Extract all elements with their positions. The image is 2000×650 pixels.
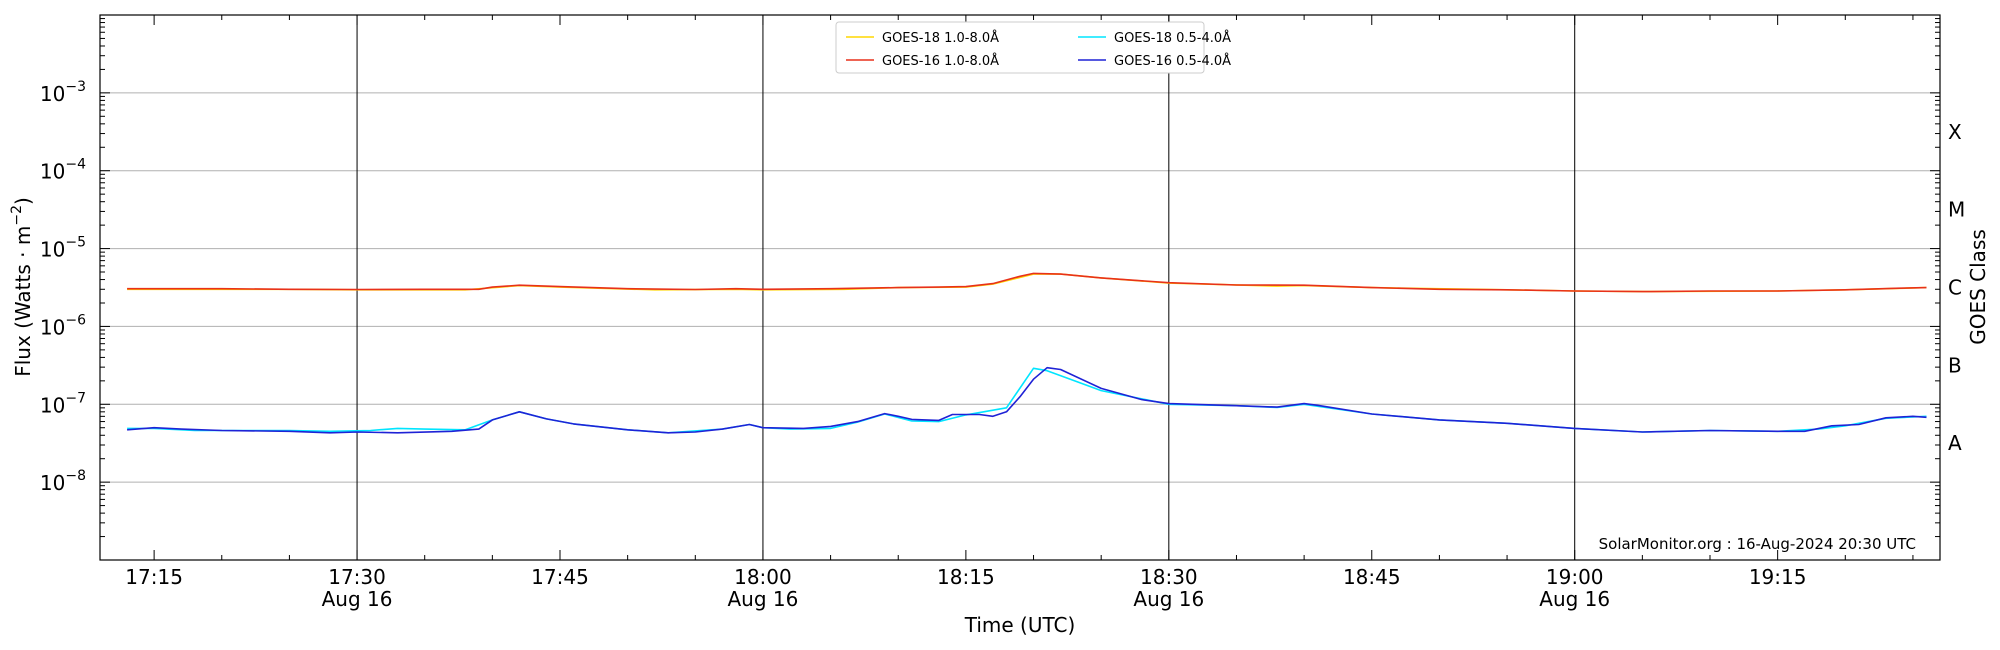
x-tick-label: 18:00 (734, 565, 792, 589)
y-tick-label: 10−5 (40, 235, 86, 262)
legend-box (835, 21, 1205, 74)
legend-label: GOES-18 1.0-8.0Å (882, 30, 999, 46)
series-lines (127, 272, 1927, 434)
x-tick-label: 17:30 (328, 565, 386, 589)
axis-ticks (100, 14, 1940, 561)
y-tick-label: 10−7 (40, 390, 86, 417)
x-tick-label: 18:45 (1343, 565, 1401, 589)
x-tick-date-label: Aug 16 (1539, 587, 1610, 611)
legend-label: GOES-18 0.5-4.0Å (1114, 30, 1231, 46)
x-tick-label: 19:15 (1749, 565, 1807, 589)
x-tick-date-label: Aug 16 (1133, 587, 1204, 611)
goes-class-label: X (1948, 120, 1962, 144)
x-axis-title: Time (UTC) (964, 613, 1076, 637)
goes-class-label: A (1948, 431, 1962, 455)
legend-label: GOES-16 0.5-4.0Å (1114, 53, 1231, 69)
y-tick-label: 10−8 (40, 468, 86, 495)
legend: GOES-18 1.0-8.0Å GOES-16 1.0-8.0Å GOES-18 … (835, 21, 1231, 74)
grid-lines (100, 15, 1940, 560)
goes-class-label: C (1948, 276, 1962, 300)
y-tick-label: 10−4 (40, 157, 86, 184)
x-tick-label: 18:30 (1140, 565, 1198, 589)
legend-label: GOES-16 1.0-8.0Å (882, 53, 999, 69)
x-tick-label: 17:45 (531, 565, 589, 589)
series-line-3 (127, 366, 1927, 434)
x-tick-label: 19:00 (1546, 565, 1604, 589)
y-axis-title: Flux (Watts · m−2) (9, 197, 35, 377)
goes-class-axis-title: GOES Class (1966, 229, 1990, 345)
y-tick-label: 10−3 (40, 79, 86, 106)
series-line-1 (127, 272, 1927, 293)
goes-class-label: M (1948, 198, 1965, 222)
x-tick-date-label: Aug 16 (728, 587, 799, 611)
goes-class-label: B (1948, 353, 1962, 377)
x-tick-label: 18:15 (937, 565, 995, 589)
y-tick-label: 10−6 (40, 312, 86, 339)
x-tick-label: 17:15 (125, 565, 183, 589)
plot-frame (99, 14, 1941, 561)
watermark-text: SolarMonitor.org : 16-Aug-2024 20:30 UTC (1599, 535, 1916, 553)
x-tick-date-label: Aug 16 (322, 587, 393, 611)
